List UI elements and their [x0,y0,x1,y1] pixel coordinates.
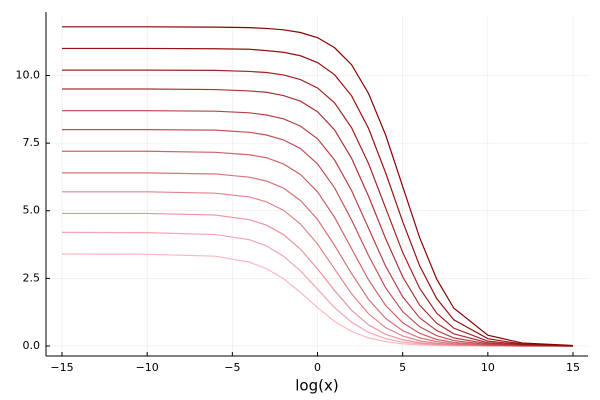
y-tick-label: 2.5 [23,271,41,284]
series-line [62,172,574,347]
series-line [62,129,574,347]
series-line [62,191,574,347]
x-tick-label: −5 [224,361,240,374]
series-line [62,150,574,347]
x-tick-label: 0 [314,361,321,374]
x-tick-label: −10 [136,361,159,374]
series-line [62,69,574,347]
x-axis-label: log(x) [295,377,338,395]
x-tick-label: 15 [566,361,580,374]
series-line [62,88,574,347]
x-tick-label: −15 [50,361,73,374]
y-tick-label: 7.5 [23,136,41,149]
series-line [62,47,574,347]
y-tick-label: 10.0 [16,69,41,82]
y-tick-label: 5.0 [23,204,41,217]
x-tick-label: 5 [399,361,406,374]
series-line [62,110,574,347]
series-line [62,26,574,347]
x-tick-label: 10 [481,361,495,374]
y-tick-label: 0.0 [23,339,41,352]
